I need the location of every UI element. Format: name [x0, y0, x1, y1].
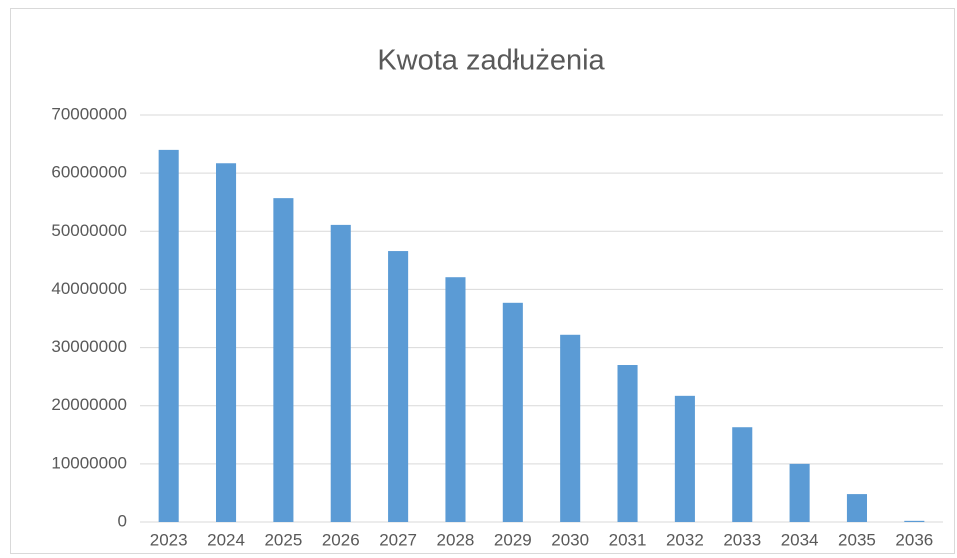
- bar: [445, 277, 466, 522]
- bar: [158, 149, 179, 522]
- bar: [732, 427, 753, 522]
- bar: [904, 520, 925, 522]
- bar: [789, 463, 810, 522]
- bar: [273, 198, 294, 522]
- x-tick-label: 2027: [379, 530, 417, 549]
- chart-border: [10, 8, 955, 554]
- x-tick-label: 2025: [264, 530, 302, 549]
- x-tick-label: 2033: [723, 530, 761, 549]
- bar: [560, 334, 581, 522]
- bar: [846, 494, 868, 522]
- x-tick-label: 2023: [150, 530, 188, 549]
- bar: [388, 251, 409, 522]
- bar: [502, 302, 523, 522]
- bar: [330, 224, 351, 522]
- x-tick-label: 2029: [494, 530, 532, 549]
- x-tick-label: 2036: [895, 530, 933, 549]
- chart-title: Kwota zadłużenia: [377, 45, 605, 77]
- x-tick-label: 2028: [437, 530, 475, 549]
- y-tick-label: 30000000: [51, 337, 127, 356]
- x-tick-label: 2024: [207, 530, 245, 549]
- y-tick-label: 20000000: [51, 395, 127, 414]
- x-tick-label: 2032: [666, 530, 704, 549]
- y-tick-label: 60000000: [51, 163, 127, 182]
- x-tick-label: 2031: [609, 530, 647, 549]
- x-tick-label: 2034: [781, 530, 819, 549]
- y-tick-label: 0: [118, 511, 127, 530]
- bar: [215, 163, 237, 522]
- bar: [674, 395, 695, 522]
- x-tick-label: 2030: [551, 530, 589, 549]
- y-tick-label: 50000000: [51, 221, 127, 240]
- y-tick-label: 40000000: [51, 279, 127, 298]
- y-tick-label: 70000000: [51, 104, 127, 123]
- x-tick-label: 2026: [322, 530, 360, 549]
- x-tick-label: 2035: [838, 530, 876, 549]
- y-tick-label: 10000000: [51, 453, 127, 472]
- bar: [617, 365, 638, 522]
